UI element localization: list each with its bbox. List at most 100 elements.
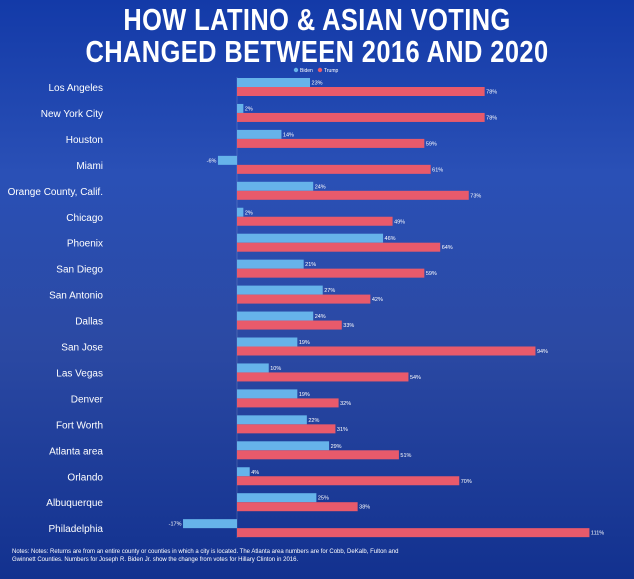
bar-trump [237,528,590,538]
category-label: Chicago [66,213,103,224]
data-label-biden: 2% [245,210,253,216]
data-label-trump: 49% [394,219,405,225]
data-label-biden: 23% [312,81,323,87]
data-label-trump: 42% [372,297,383,303]
data-label-biden: -6% [207,158,217,164]
data-label-biden: 24% [315,314,326,320]
bar-biden [237,415,307,425]
data-label-trump: 70% [461,479,472,485]
bar-biden [237,363,269,373]
data-label-biden: 25% [318,496,329,502]
bar-trump [237,346,536,356]
bar-biden [237,467,250,477]
legend-swatch-trump [317,67,323,73]
data-label-biden: 10% [270,366,281,372]
bar-trump [237,112,485,122]
data-label-biden: -17% [169,522,182,528]
bar-biden [237,389,298,399]
category-label: Orange County, Calif. [8,187,103,198]
bar-trump [237,190,469,200]
category-label: Denver [71,394,104,405]
data-label-trump: 54% [410,375,421,381]
data-label-biden: 19% [299,392,310,398]
bar-trump [237,450,399,460]
legend: Biden Trump [293,67,338,74]
bar-biden [237,207,244,217]
category-label: San Antonio [49,291,103,302]
category-label: Miami [76,161,103,172]
category-label: Dallas [75,317,103,328]
bar-biden [217,155,237,165]
category-label: San Jose [61,343,103,354]
data-label-trump: 31% [337,427,348,433]
data-label-biden: 14% [283,132,294,138]
category-label: San Diego [56,265,103,276]
category-label: Philadelphia [49,524,104,535]
bar-trump [237,87,485,96]
category-label: Phoenix [67,239,103,250]
data-label-trump: 111% [591,531,604,537]
category-label: New York City [41,109,103,120]
bar-biden [237,441,330,451]
chart-notes: Notes: Notes: Returns are from an entire… [12,549,399,563]
data-label-trump: 94% [537,349,548,355]
legend-swatch-biden [293,67,299,73]
bar-trump [237,320,342,330]
bar-biden [237,285,323,295]
category-label: Fort Worth [56,420,103,431]
data-label-trump: 64% [442,245,453,251]
data-label-trump: 38% [359,505,370,511]
data-label-biden: 22% [308,418,319,424]
bar-trump [237,242,441,252]
category-label: Houston [66,135,103,146]
category-label: Albuquerque [46,498,103,509]
bar-trump [237,216,393,226]
bar-trump [237,502,358,512]
data-label-biden: 21% [305,262,316,268]
bar-biden [237,78,311,87]
data-label-biden: 19% [299,340,310,346]
category-label: Orlando [67,472,103,483]
bar-biden [237,337,298,347]
bar-biden [237,233,384,243]
data-label-biden: 2% [245,106,253,112]
chart-title-line-2: CHANGED BETWEEN 2016 AND 2020 [85,34,549,69]
bar-biden [237,181,314,191]
data-label-biden: 29% [331,444,342,450]
data-label-biden: 27% [324,288,335,294]
data-label-trump: 61% [432,167,443,173]
bar-trump [237,138,425,148]
legend-label-biden: Biden [300,68,313,74]
category-label: Los Angeles [49,83,104,94]
bar-trump [237,372,409,382]
category-label: Atlanta area [49,446,103,457]
data-label-trump: 78% [486,90,497,96]
data-label-biden: 46% [385,236,396,242]
bar-trump [237,294,371,304]
data-label-trump: 59% [426,141,437,147]
data-label-biden: 24% [315,184,326,190]
data-label-trump: 78% [486,115,497,121]
bar-trump [237,398,339,408]
category-label: Las Vegas [56,368,103,379]
data-label-trump: 59% [426,271,437,277]
bar-biden [237,493,317,503]
bar-biden [237,259,304,269]
bar-trump [237,424,336,434]
legend-label-trump: Trump [324,68,338,74]
bar-biden [183,519,237,529]
data-label-trump: 51% [400,453,411,459]
bar-biden [237,311,314,321]
chart-title-line-1: HOW LATINO & ASIAN VOTING [123,2,511,37]
data-label-trump: 73% [470,193,481,199]
data-label-biden: 4% [251,470,259,476]
data-label-trump: 33% [343,323,354,329]
data-label-trump: 32% [340,401,351,407]
bar-biden [237,129,282,139]
bar-biden [237,103,244,113]
bar-trump [237,476,460,486]
bar-trump [237,164,431,174]
bar-trump [237,268,425,278]
